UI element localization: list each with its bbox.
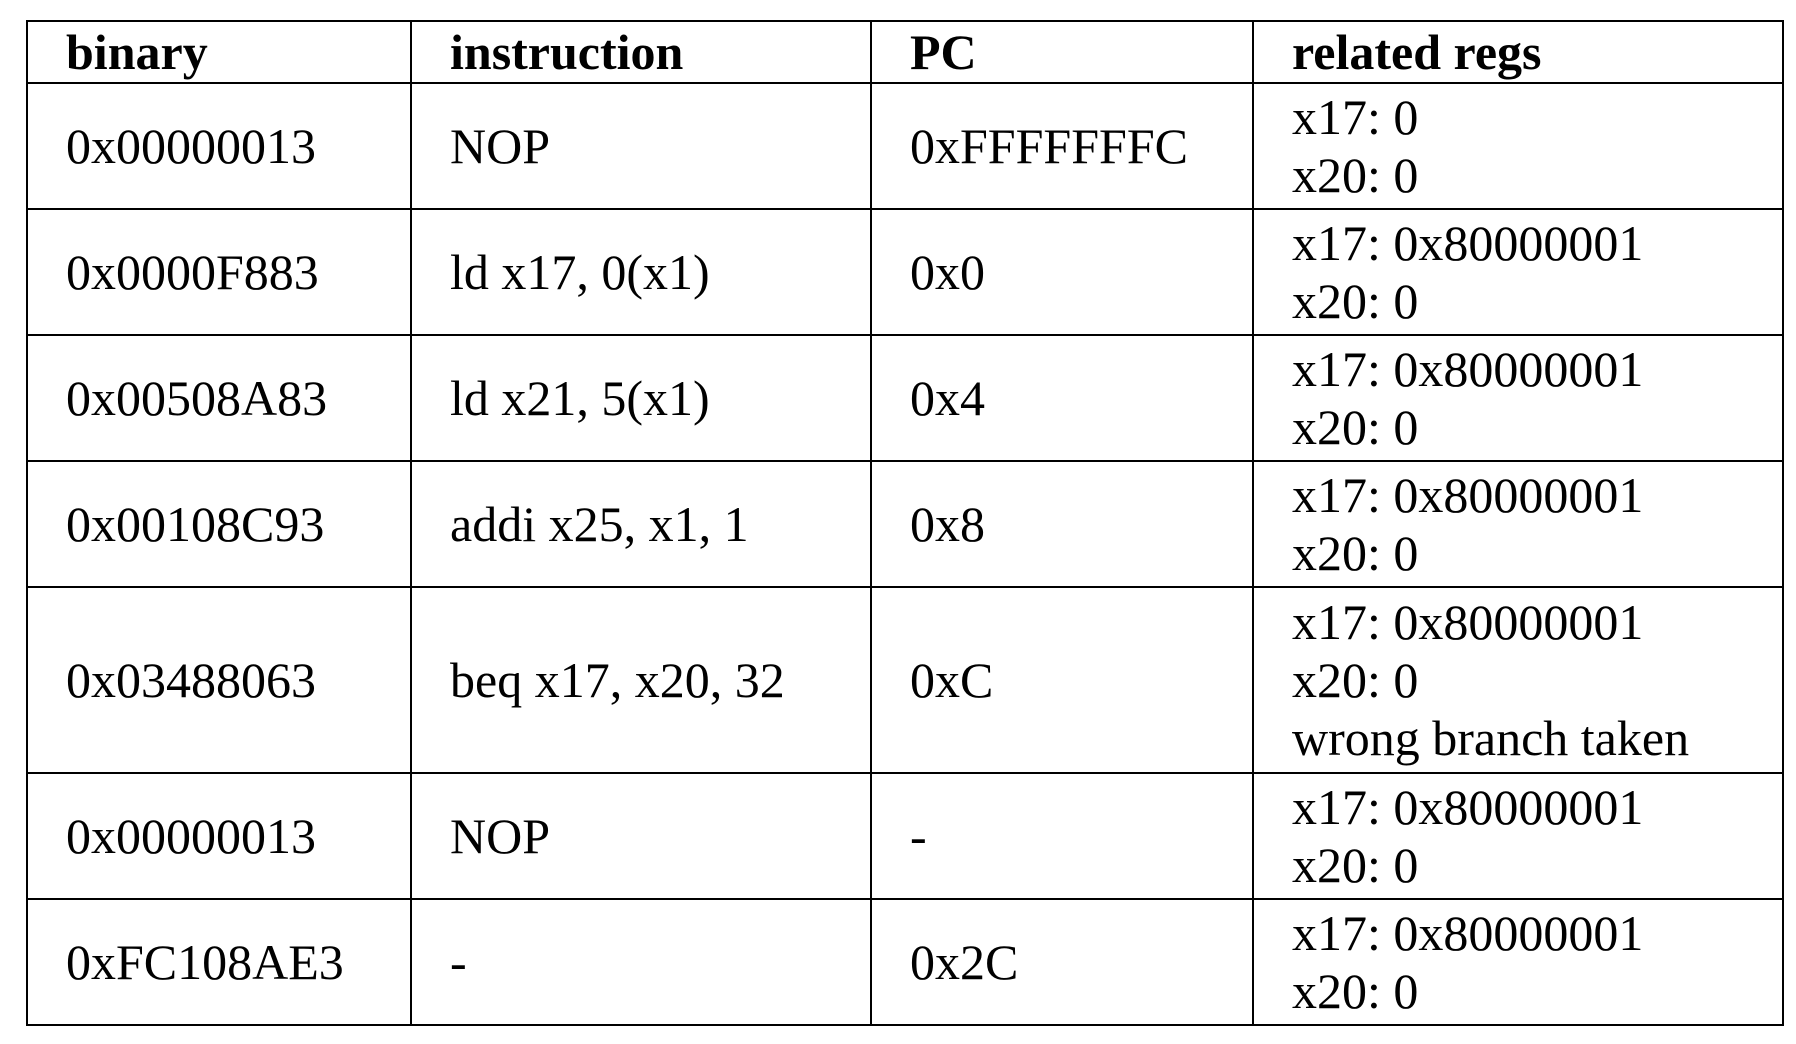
- reg-value: x17: 0x80000001: [1292, 594, 1644, 650]
- reg-value: x20: 0: [1292, 652, 1419, 708]
- cell-instruction: addi x25, x1, 1: [410, 460, 872, 588]
- cell-related-regs: x17: 0x80000001 x20: 0: [1252, 460, 1784, 588]
- header-related-regs: related regs: [1252, 20, 1784, 84]
- table-row: 0x03488063 beq x17, x20, 32 0xC x17: 0x8…: [26, 586, 1784, 774]
- reg-value: x20: 0: [1292, 525, 1419, 581]
- cell-instruction: NOP: [410, 772, 872, 900]
- cell-instruction: ld x21, 5(x1): [410, 334, 872, 462]
- reg-value: x20: 0: [1292, 963, 1419, 1019]
- cell-binary: 0x00000013: [26, 772, 412, 900]
- cell-binary: 0x00000013: [26, 82, 412, 210]
- cell-related-regs: x17: 0x80000001 x20: 0: [1252, 898, 1784, 1026]
- cell-binary: 0x00108C93: [26, 460, 412, 588]
- table-row: 0x00108C93 addi x25, x1, 1 0x8 x17: 0x80…: [26, 460, 1784, 588]
- reg-value: x20: 0: [1292, 399, 1419, 455]
- header-row: binary instruction PC related regs: [26, 20, 1784, 84]
- reg-value: x17: 0x80000001: [1292, 779, 1644, 835]
- cell-related-regs: x17: 0x80000001 x20: 0: [1252, 334, 1784, 462]
- cell-binary: 0x0000F883: [26, 208, 412, 336]
- reg-value: x17: 0: [1292, 89, 1419, 145]
- cell-instruction: beq x17, x20, 32: [410, 586, 872, 774]
- table-row: 0x00000013 NOP - x17: 0x80000001 x20: 0: [26, 772, 1784, 900]
- reg-value: x20: 0: [1292, 273, 1419, 329]
- cell-pc: 0xC: [870, 586, 1254, 774]
- cell-pc: 0x0: [870, 208, 1254, 336]
- cell-instruction: -: [410, 898, 872, 1026]
- cell-related-regs: x17: 0x80000001 x20: 0: [1252, 772, 1784, 900]
- reg-value: x20: 0: [1292, 147, 1419, 203]
- cell-instruction: ld x17, 0(x1): [410, 208, 872, 336]
- reg-value: x17: 0x80000001: [1292, 215, 1644, 271]
- cell-related-regs: x17: 0 x20: 0: [1252, 82, 1784, 210]
- table-row: 0xFC108AE3 - 0x2C x17: 0x80000001 x20: 0: [26, 898, 1784, 1026]
- cell-pc: 0x2C: [870, 898, 1254, 1026]
- cell-instruction: NOP: [410, 82, 872, 210]
- reg-value: x20: 0: [1292, 837, 1419, 893]
- reg-value: x17: 0x80000001: [1292, 905, 1644, 961]
- cell-binary: 0xFC108AE3: [26, 898, 412, 1026]
- table-row: 0x0000F883 ld x17, 0(x1) 0x0 x17: 0x8000…: [26, 208, 1784, 336]
- cell-binary: 0x03488063: [26, 586, 412, 774]
- cell-related-regs: x17: 0x80000001 x20: 0: [1252, 208, 1784, 336]
- cell-pc: -: [870, 772, 1254, 900]
- header-binary: binary: [26, 20, 412, 84]
- header-instruction: instruction: [410, 20, 872, 84]
- cell-pc: 0x8: [870, 460, 1254, 588]
- header-pc: PC: [870, 20, 1254, 84]
- cell-pc: 0xFFFFFFFC: [870, 82, 1254, 210]
- branch-note: wrong branch taken: [1292, 710, 1690, 766]
- table-row: 0x00508A83 ld x21, 5(x1) 0x4 x17: 0x8000…: [26, 334, 1784, 462]
- instruction-trace-table: binary instruction PC related regs 0x000…: [26, 20, 1784, 1026]
- reg-value: x17: 0x80000001: [1292, 467, 1644, 523]
- cell-pc: 0x4: [870, 334, 1254, 462]
- table-row: 0x00000013 NOP 0xFFFFFFFC x17: 0 x20: 0: [26, 82, 1784, 210]
- cell-binary: 0x00508A83: [26, 334, 412, 462]
- cell-related-regs: x17: 0x80000001 x20: 0 wrong branch take…: [1252, 586, 1784, 774]
- reg-value: x17: 0x80000001: [1292, 341, 1644, 397]
